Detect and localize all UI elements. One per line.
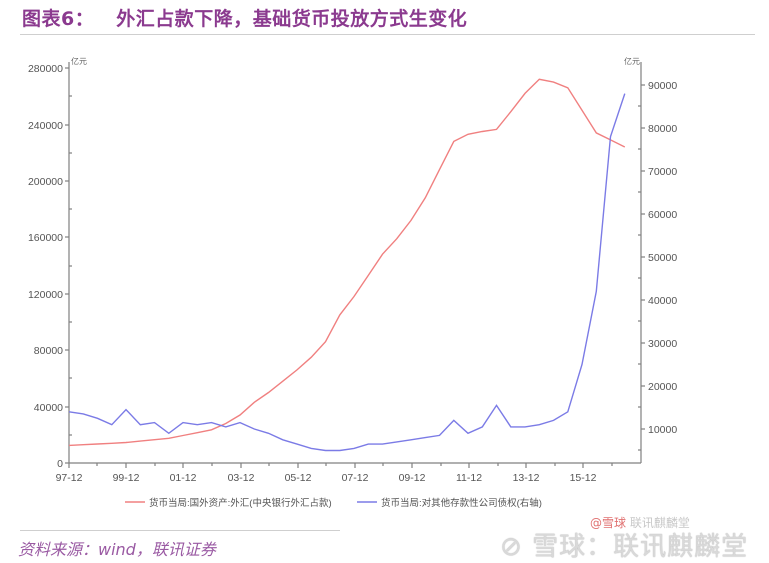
svg-text:01-12: 01-12 [170, 472, 197, 484]
svg-text:10000: 10000 [648, 424, 677, 436]
svg-text:15-12: 15-12 [570, 472, 597, 484]
dual-axis-line-chart: 280000 240000 200000 160000 120000 80000… [28, 56, 677, 509]
svg-text:99-12: 99-12 [113, 472, 140, 484]
right-axis-unit: 亿元 [624, 56, 640, 66]
svg-text:20000: 20000 [648, 381, 677, 393]
svg-text:13-12: 13-12 [513, 472, 540, 484]
svg-text:40000: 40000 [34, 402, 63, 414]
svg-text:240000: 240000 [28, 120, 63, 132]
svg-text:280000: 280000 [28, 63, 63, 75]
series-line-claims-on-banks [68, 93, 626, 452]
svg-text:11-12: 11-12 [456, 472, 482, 484]
svg-text:120000: 120000 [28, 289, 63, 301]
svg-text:160000: 160000 [28, 232, 63, 244]
right-y-axis [638, 62, 645, 463]
right-y-tick-labels: 90000 80000 70000 60000 50000 40000 3000… [648, 80, 677, 436]
svg-text:03-12: 03-12 [228, 472, 255, 484]
legend: 货币当局:国外资产:外汇(中央银行外汇占款) 货币当局:对其他存款性公司债权(右… [125, 497, 542, 509]
figure-title: 图表6： 外汇占款下降，基础货币投放方式生变化 [22, 4, 467, 31]
left-y-tick-labels: 280000 240000 200000 160000 120000 80000… [28, 63, 63, 470]
left-y-axis [65, 62, 72, 464]
svg-text:05-12: 05-12 [285, 472, 312, 484]
svg-text:90000: 90000 [648, 80, 677, 92]
x-axis [68, 462, 641, 468]
svg-text:0: 0 [57, 458, 63, 470]
svg-text:50000: 50000 [648, 252, 677, 264]
svg-text:30000: 30000 [648, 338, 677, 350]
watermark-small: @雪球 联讯麒麟堂 [590, 516, 690, 530]
snowball-logo-icon: ⊘ [500, 532, 523, 562]
figure-label: 图表6： [22, 8, 95, 30]
legend-label-fx: 货币当局:国外资产:外汇(中央银行外汇占款) [149, 497, 332, 509]
svg-text:200000: 200000 [28, 176, 63, 188]
svg-text:09-12: 09-12 [399, 472, 426, 484]
svg-text:60000: 60000 [648, 209, 677, 221]
figure-title-text: 外汇占款下降，基础货币投放方式生变化 [116, 8, 468, 30]
source-note: 资料来源：wind，联讯证券 [18, 540, 216, 559]
svg-text:97-12: 97-12 [56, 472, 83, 484]
svg-text:40000: 40000 [648, 295, 677, 307]
svg-text:80000: 80000 [648, 123, 677, 135]
series-line-fx-reserves [68, 78, 626, 447]
legend-label-claims: 货币当局:对其他存款性公司债权(右轴) [381, 497, 542, 509]
left-axis-unit: 亿元 [71, 56, 87, 66]
svg-text:80000: 80000 [34, 345, 63, 357]
x-tick-labels: 97-12 99-12 01-12 03-12 05-12 07-12 09-1… [56, 472, 597, 484]
source-divider [20, 530, 340, 531]
svg-text:70000: 70000 [648, 166, 677, 178]
watermark: ⊘ 雪球：联讯麒麟堂 [500, 532, 749, 562]
title-divider [20, 34, 755, 35]
svg-text:07-12: 07-12 [342, 472, 369, 484]
